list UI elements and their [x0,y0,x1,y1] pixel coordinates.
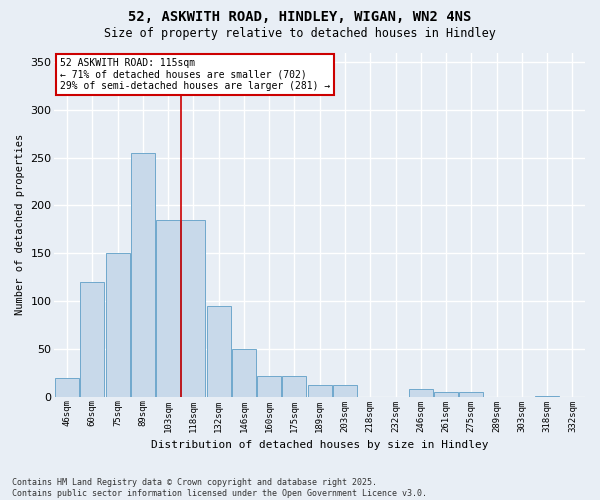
Bar [333,385,357,396]
Bar [181,220,205,396]
Bar [55,378,79,396]
Bar [131,153,155,396]
Text: Contains HM Land Registry data © Crown copyright and database right 2025.
Contai: Contains HM Land Registry data © Crown c… [12,478,427,498]
Text: 52, ASKWITH ROAD, HINDLEY, WIGAN, WN2 4NS: 52, ASKWITH ROAD, HINDLEY, WIGAN, WN2 4N… [128,10,472,24]
Bar [106,253,130,396]
Bar [80,282,104,397]
Bar [308,385,332,396]
Bar [434,392,458,396]
Bar [460,392,484,396]
X-axis label: Distribution of detached houses by size in Hindley: Distribution of detached houses by size … [151,440,488,450]
Text: 52 ASKWITH ROAD: 115sqm
← 71% of detached houses are smaller (702)
29% of semi-d: 52 ASKWITH ROAD: 115sqm ← 71% of detache… [60,58,330,91]
Bar [206,306,230,396]
Bar [257,376,281,396]
Bar [232,349,256,397]
Bar [409,389,433,396]
Text: Size of property relative to detached houses in Hindley: Size of property relative to detached ho… [104,28,496,40]
Bar [283,376,307,396]
Y-axis label: Number of detached properties: Number of detached properties [15,134,25,315]
Bar [156,220,180,396]
